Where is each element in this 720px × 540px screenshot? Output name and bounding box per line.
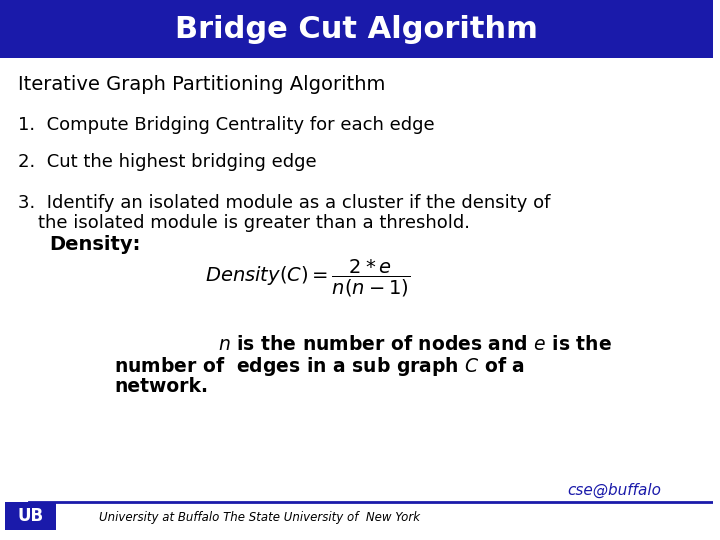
Text: University at Buffalo The State University of  New York: University at Buffalo The State Universi…	[99, 511, 420, 524]
Text: 1.  Compute Bridging Centrality for each edge: 1. Compute Bridging Centrality for each …	[18, 116, 434, 134]
Text: Bridge Cut Algorithm: Bridge Cut Algorithm	[175, 15, 538, 44]
Text: 3.  Identify an isolated module as a cluster if the density of: 3. Identify an isolated module as a clus…	[18, 194, 550, 212]
FancyBboxPatch shape	[0, 0, 714, 58]
Text: the isolated module is greater than a threshold.: the isolated module is greater than a th…	[37, 214, 469, 232]
Text: UB: UB	[18, 507, 44, 525]
FancyBboxPatch shape	[5, 502, 56, 530]
Text: number of  edges in a sub graph $\mathit{C}$ of a: number of edges in a sub graph $\mathit{…	[114, 354, 525, 377]
Text: $\mathit{n}$ is the number of nodes and $\mathit{e}$ is the: $\mathit{n}$ is the number of nodes and …	[218, 335, 612, 354]
Text: Density:: Density:	[50, 234, 141, 253]
Text: cse@buffalo: cse@buffalo	[567, 482, 662, 497]
Text: Iterative Graph Partitioning Algorithm: Iterative Graph Partitioning Algorithm	[18, 76, 385, 94]
Text: network.: network.	[114, 377, 208, 396]
Text: 2.  Cut the highest bridging edge: 2. Cut the highest bridging edge	[18, 153, 317, 171]
Text: $\mathit{Density}(C) = \dfrac{2*e}{n(n-1)}$: $\mathit{Density}(C) = \dfrac{2*e}{n(n-1…	[204, 258, 410, 299]
